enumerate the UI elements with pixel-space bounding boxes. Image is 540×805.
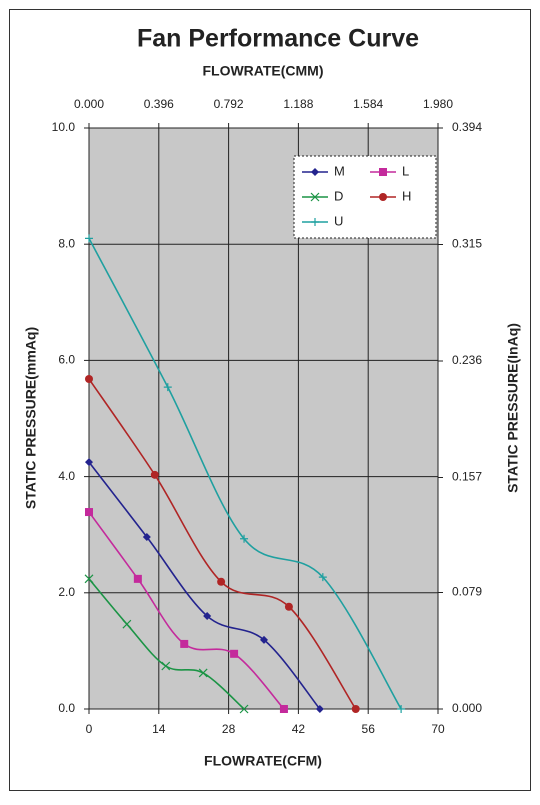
marker: [203, 612, 212, 621]
marker: [142, 533, 151, 542]
x-tick-label: 28: [222, 722, 236, 736]
legend-label: L: [402, 163, 409, 178]
marker: [239, 704, 249, 714]
marker: [318, 573, 327, 582]
x2-tick-label: 1.980: [423, 97, 453, 111]
y2-axis-label: STATIC PRESSURE(InAq): [505, 323, 521, 493]
x-axis-label: FLOWRATE(CFM): [204, 753, 322, 769]
marker: [85, 374, 93, 383]
marker: [161, 661, 171, 671]
marker: [311, 168, 319, 176]
marker: [240, 534, 249, 543]
marker: [180, 639, 189, 648]
x2-tick-label: 1.584: [353, 97, 383, 111]
marker: [85, 508, 93, 517]
x-tick-label: 70: [431, 722, 445, 736]
y-tick-label: 8.0: [58, 236, 75, 250]
y-tick-label: 6.0: [58, 353, 75, 367]
marker: [85, 234, 93, 243]
y-tick-label: 4.0: [58, 469, 75, 483]
chart-title: Fan Performance Curve: [137, 25, 419, 53]
marker: [351, 705, 360, 713]
x2-tick-label: 0.000: [74, 97, 104, 111]
marker: [315, 705, 324, 713]
x-tick-label: 0: [86, 722, 93, 736]
y2-tick-label: 0.236: [452, 353, 482, 367]
marker: [259, 635, 268, 644]
legend-label: D: [334, 188, 343, 203]
marker: [279, 705, 288, 713]
legend-label: M: [334, 163, 345, 178]
y-tick-label: 0.0: [58, 701, 75, 715]
marker: [379, 193, 387, 201]
y-axis-label: STATIC PRESSURE(mmAq): [23, 327, 39, 509]
marker: [397, 705, 406, 713]
x-tick-label: 14: [152, 722, 166, 736]
series-line: [88, 238, 402, 710]
y2-tick-label: 0.157: [452, 470, 482, 484]
y2-tick-label: 0.079: [452, 585, 482, 599]
y-tick-label: 2.0: [58, 585, 75, 599]
x2-tick-label: 0.792: [214, 97, 244, 111]
marker: [198, 668, 208, 678]
legend-label: H: [402, 188, 411, 203]
x2-tick-label: 0.396: [144, 97, 174, 111]
marker: [85, 458, 93, 467]
marker: [311, 218, 319, 226]
x2-tick-label: 1.188: [283, 97, 313, 111]
marker: [217, 577, 226, 586]
marker: [163, 383, 172, 392]
marker: [284, 602, 293, 611]
y2-tick-label: 0.394: [452, 120, 482, 134]
marker: [230, 649, 239, 658]
x2-axis-label: FLOWRATE(CMM): [202, 63, 323, 79]
frame: [9, 9, 531, 791]
marker: [133, 574, 142, 583]
x-tick-label: 42: [292, 722, 306, 736]
marker: [122, 619, 132, 629]
x-tick-label: 56: [362, 722, 376, 736]
marker: [310, 192, 320, 202]
y2-tick-label: 0.315: [452, 237, 482, 251]
marker: [379, 168, 387, 176]
y2-tick-label: 0.000: [452, 701, 482, 715]
y-tick-label: 10.0: [52, 120, 76, 134]
marker: [84, 574, 94, 584]
marker: [150, 470, 159, 479]
legend-label: U: [334, 213, 343, 228]
